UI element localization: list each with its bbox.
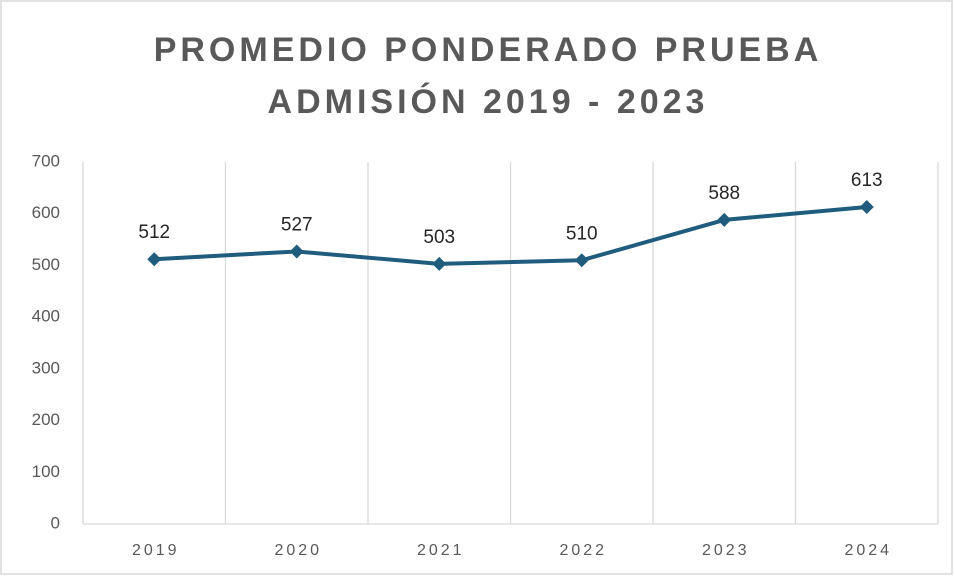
y-tick-label: 100 [32, 462, 60, 481]
marker [289, 244, 304, 259]
marker [859, 199, 874, 214]
x-tick-label: 2024 [844, 542, 892, 559]
data-label: 613 [851, 170, 883, 191]
y-tick-label: 300 [32, 358, 60, 377]
series-line [154, 204, 867, 266]
data-label: 503 [423, 227, 455, 248]
data-label: 527 [281, 214, 313, 235]
data-label: 512 [138, 222, 170, 243]
x-tick-label: 2023 [702, 542, 750, 559]
chart-title: ADMISIÓN 2019 - 2023 [268, 83, 709, 121]
data-label: 510 [566, 223, 598, 244]
y-tick-label: 400 [32, 307, 60, 326]
y-tick-label: 0 [51, 513, 60, 532]
marker [717, 212, 732, 227]
marker [432, 256, 447, 271]
x-tick-label: 2022 [559, 542, 607, 559]
x-tick-label: 2021 [417, 542, 465, 559]
data-label: 588 [708, 183, 740, 204]
y-tick-label: 700 [32, 151, 60, 170]
y-tick-label: 600 [32, 203, 60, 222]
y-tick-label: 200 [32, 410, 60, 429]
x-tick-label: 2020 [274, 542, 322, 559]
x-tick-label: 2019 [132, 542, 180, 559]
y-tick-label: 500 [32, 255, 60, 274]
marker [147, 252, 162, 267]
chart-title: PROMEDIO PONDERADO PRUEBA [154, 31, 823, 69]
marker [574, 253, 589, 268]
